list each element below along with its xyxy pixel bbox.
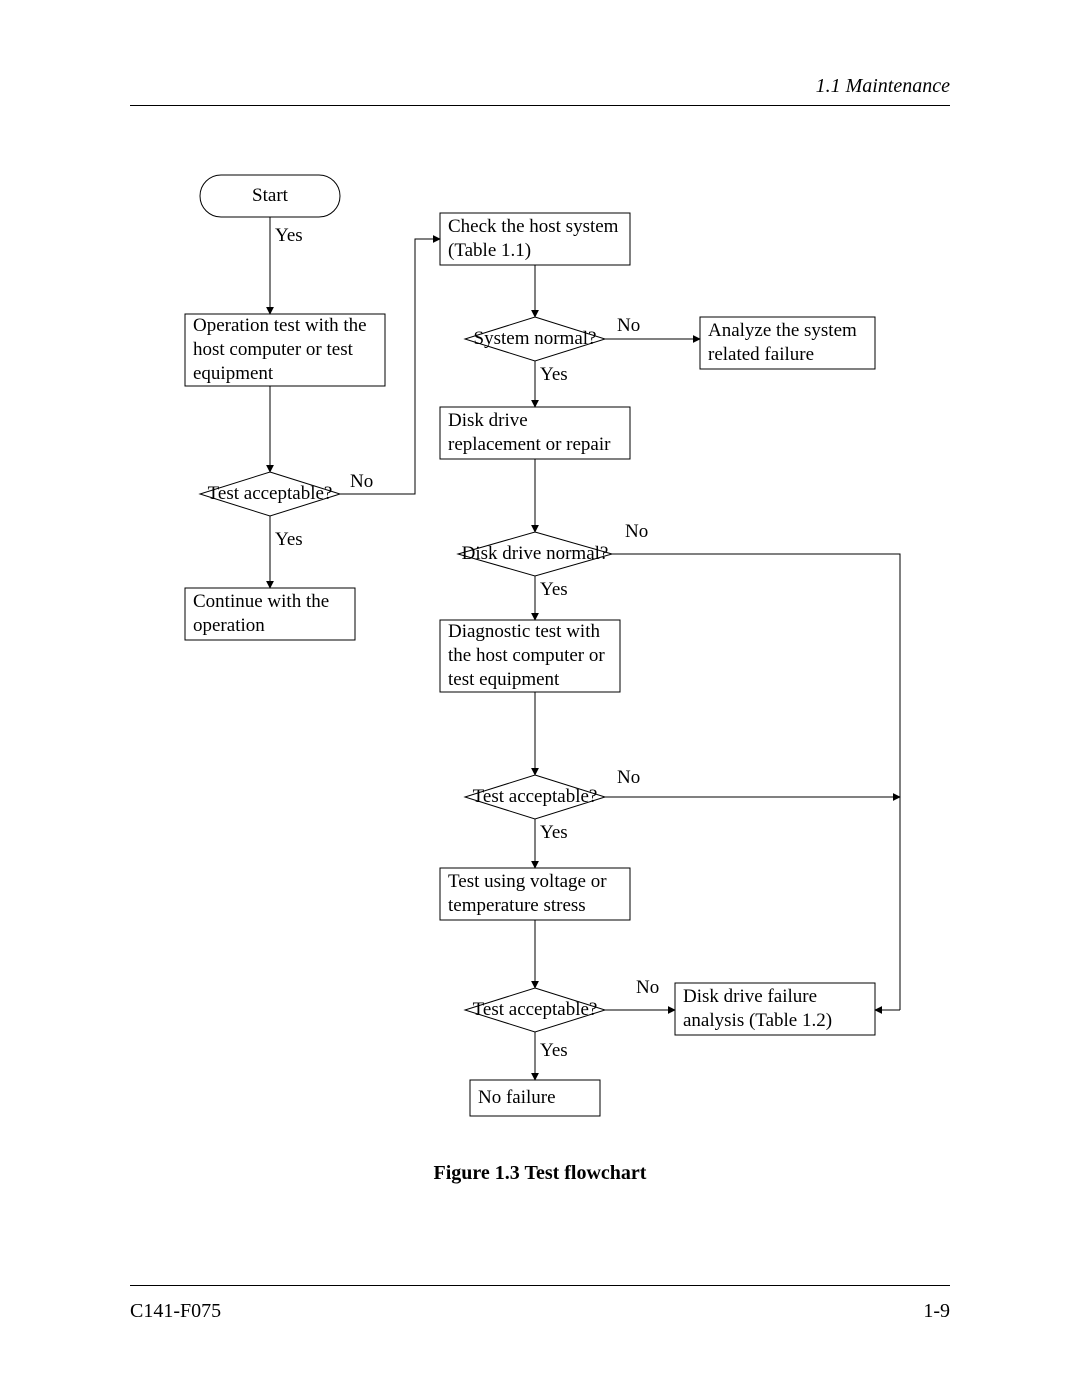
edge-label: Yes <box>275 530 303 551</box>
edge-label: Yes <box>275 226 303 247</box>
footer-rule <box>130 1285 950 1286</box>
node-label-start: Start <box>200 175 340 217</box>
edge-label: No <box>617 768 640 789</box>
edge-label: No <box>350 472 373 493</box>
edge-label: Yes <box>540 823 568 844</box>
node-label-repair: Disk drive replacement or repair <box>440 407 630 459</box>
node-label-analyze: Analyze the system related failure <box>700 317 875 369</box>
node-label-fail: Disk drive failure analysis (Table 1.2) <box>675 983 875 1035</box>
node-label-diag: Diagnostic test with the host computer o… <box>440 620 620 692</box>
flowchart-canvas <box>0 0 1080 1397</box>
edge-label: No <box>617 316 640 337</box>
node-label-check: Check the host system (Table 1.1) <box>440 213 630 265</box>
node-label-nofail: No failure <box>470 1080 600 1116</box>
doc-id: C141-F075 <box>130 1300 221 1323</box>
edge-label: No <box>625 522 648 543</box>
edge-label: Yes <box>540 580 568 601</box>
edge-label: Yes <box>540 1041 568 1062</box>
page-number: 1-9 <box>923 1300 950 1323</box>
edge-d3-no <box>612 554 900 1010</box>
node-label-d5: Test acceptable? <box>457 988 613 1032</box>
section-header: 1.1 Maintenance <box>816 75 950 98</box>
node-label-d1: Test acceptable? <box>192 472 348 516</box>
figure-caption: Figure 1.3 Test flowchart <box>0 1162 1080 1185</box>
node-label-d3: Disk drive normal? <box>450 532 620 576</box>
edge-label: Yes <box>540 365 568 386</box>
node-label-cont: Continue with the operation <box>185 588 355 640</box>
edge-label: No <box>636 978 659 999</box>
header-rule <box>130 105 950 106</box>
node-label-op1: Operation test with the host computer or… <box>185 314 385 386</box>
node-label-d2: System normal? <box>457 317 613 361</box>
node-label-stress: Test using voltage or temperature stress <box>440 868 630 920</box>
document-page: 1.1 Maintenance C141-F075 1-9 Figure 1.3… <box>0 0 1080 1397</box>
node-label-d4: Test acceptable? <box>457 775 613 819</box>
